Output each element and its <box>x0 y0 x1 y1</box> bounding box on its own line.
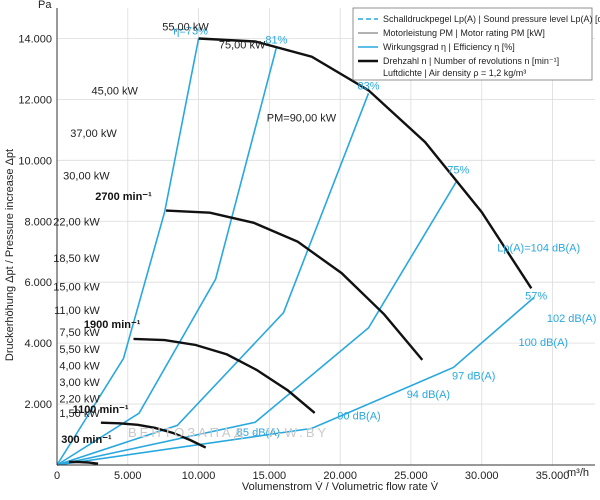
speed-curve-label: 300 min⁻¹ <box>61 434 112 446</box>
motor-rating-label: 55,00 kW <box>162 21 209 33</box>
efficiency-line <box>56 296 535 466</box>
y-tick-label: 14.000 <box>18 33 52 45</box>
efficiency-lines <box>56 38 535 466</box>
y-tick-label: 2.000 <box>24 399 52 411</box>
x-unit-label: m³/h <box>567 467 589 479</box>
efficiency-label: 57% <box>525 290 547 302</box>
speed-curve-label: 1900 min⁻¹ <box>84 319 141 331</box>
motor-rating-label: 18,50 kW <box>53 253 100 265</box>
sound-level-label: 102 dB(A) <box>547 313 597 325</box>
x-axis-title: Volumenstrom V̇ / Volumetric flow rate V… <box>242 480 439 493</box>
motor-rating-label: 15,00 kW <box>53 281 100 293</box>
legend-item-speed: Drehzahl n | Number of revolutions n [mi… <box>383 56 559 66</box>
speed-curve <box>198 37 533 289</box>
efficiency-label: 83% <box>357 80 379 92</box>
legend-item-efficiency: Wirkungsgrad η | Efficiency η [%] <box>383 42 515 52</box>
efficiency-label: 75% <box>447 165 469 177</box>
motor-rating-label: 7,50 kW <box>59 327 100 339</box>
sound-level-label: 90 dB(A) <box>337 410 380 422</box>
sound-level-label: Lp(A)=104 dB(A) <box>497 243 580 255</box>
legend-item-motor: Motorleistung PM | Motor rating PM [kW] <box>383 28 545 38</box>
efficiency-line <box>56 47 278 466</box>
x-tick-label: 20.000 <box>323 470 357 482</box>
motor-rating-label: 4,00 kW <box>59 360 100 372</box>
x-tick-label: 0 <box>54 470 60 482</box>
legend-item-density: Luftdichte | Air density ρ = 1,2 kg/m³ <box>383 68 526 78</box>
efficiency-label: 81% <box>265 35 287 47</box>
x-tick-label: 5.000 <box>114 470 142 482</box>
motor-rating-label: 22,00 kW <box>53 216 100 228</box>
sound-level-label: 85 dB(A) <box>237 427 280 439</box>
y-tick-label: 8.000 <box>24 216 52 228</box>
efficiency-label: η=73% <box>173 25 208 37</box>
motor-rating-label: 1,50 kW <box>59 408 100 420</box>
legend-box <box>352 7 593 81</box>
x-tick-label: 10.000 <box>182 470 216 482</box>
speed-curve-label: 2700 min⁻¹ <box>95 191 152 203</box>
motor-rating-label: 30,00 kW <box>63 171 110 183</box>
curve-labels: η=73%81%83%75%57%n=3500 min⁻¹2700 min⁻¹1… <box>53 21 596 446</box>
motor-rating-label: PM=90,00 kW <box>267 113 337 125</box>
y-unit-label: Pa <box>38 0 52 11</box>
efficiency-line <box>56 93 370 466</box>
sound-level-label: 97 dB(A) <box>452 371 495 383</box>
speed-curve <box>133 337 316 414</box>
speed-curve <box>100 421 207 449</box>
motor-rating-label: 45,00 kW <box>91 85 138 97</box>
watermark: ВЕНТОЗАПАД · V-W.BY <box>128 425 329 440</box>
y-tick-label: 12.000 <box>18 94 52 106</box>
x-tick-label: 15.000 <box>253 470 287 482</box>
efficiency-line <box>56 181 457 466</box>
axes <box>56 8 595 466</box>
x-tick-label: 25.000 <box>394 470 428 482</box>
sound-level-label: 94 dB(A) <box>407 389 450 401</box>
x-tick-label: 35.000 <box>536 470 570 482</box>
y-tick-label: 6.000 <box>24 277 52 289</box>
speed-curve <box>68 460 99 465</box>
efficiency-line <box>56 38 200 466</box>
sound-level-label: 100 dB(A) <box>519 337 569 349</box>
motor-rating-label: 5,50 kW <box>59 344 100 356</box>
speed-curves <box>68 37 533 465</box>
motor-rating-label: 2,20 kW <box>59 394 100 406</box>
y-tick-label: 4.000 <box>24 338 52 350</box>
motor-rating-label: 37,00 kW <box>70 128 117 140</box>
legend-item-sound: Schalldruckpegel Lp(A) | Sound pressure … <box>383 14 600 24</box>
legend: Schalldruckpegel Lp(A) | Sound pressure … <box>352 7 600 81</box>
speed-curve <box>165 209 424 361</box>
motor-rating-label: 3,00 kW <box>59 377 100 389</box>
tick-labels: 0 5.000 10.000 15.000 20.000 25.000 30.000 35.0… <box>18 33 569 482</box>
y-tick-label: 10.000 <box>18 155 52 167</box>
motor-rating-label: 11,00 kW <box>54 305 100 317</box>
y-axis-title: Druckerhöhung Δpt / Pressure increase Δp… <box>4 149 16 361</box>
speed-curve-label: 1100 min⁻¹ <box>73 404 129 416</box>
x-tick-label: 30.000 <box>465 470 499 482</box>
motor-rating-label: 75,00 kW <box>219 40 266 52</box>
grid <box>56 8 595 465</box>
